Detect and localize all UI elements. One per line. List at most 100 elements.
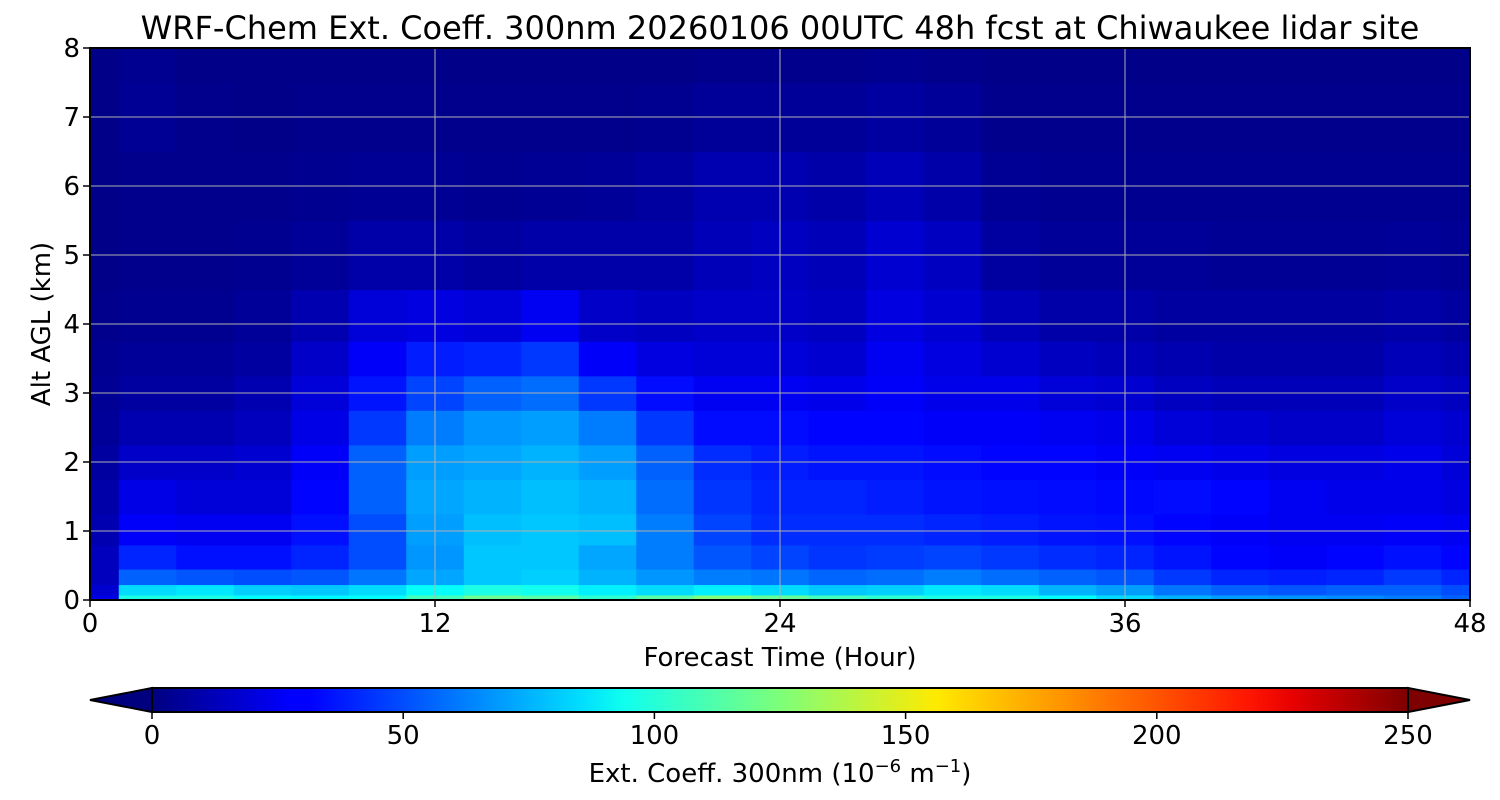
heatmap-cell (291, 544, 350, 570)
colorbar-label-exponent-2: −1 (935, 756, 962, 777)
heatmap-cell (578, 568, 637, 586)
heatmap-cell (1441, 48, 1470, 84)
heatmap-cell (291, 584, 350, 596)
colorbar-frame (151, 687, 1409, 713)
heatmap-cell (808, 479, 867, 515)
y-axis-ticks: 0 1 2 3 4 5 6 7 8 (63, 34, 90, 616)
y-tick-label: 6 (63, 172, 80, 202)
heatmap-cell (348, 584, 407, 596)
heatmap-cell (463, 48, 522, 84)
colorbar-gradient (152, 688, 1408, 712)
heatmap-cell (118, 289, 177, 342)
heatmap-cell (693, 48, 752, 84)
heatmap-cell (291, 48, 350, 84)
heatmap-cell (463, 594, 522, 600)
heatmap-cell (981, 568, 1040, 586)
heatmap-cell (463, 584, 522, 596)
heatmap-cell (291, 568, 350, 586)
heatmap-cell (90, 410, 120, 446)
heatmap-cell (578, 289, 637, 342)
heatmap-cell (578, 410, 637, 446)
heatmap-cell (176, 584, 235, 596)
heatmap-cell (923, 479, 982, 515)
heatmap-cell (923, 410, 982, 446)
heatmap-cell (808, 584, 867, 596)
heatmap-cell (693, 544, 752, 570)
heatmap-cell (636, 584, 695, 596)
heatmap-cell (1153, 513, 1212, 546)
heatmap-cell (636, 410, 695, 446)
heatmap-cell (1211, 594, 1270, 600)
heatmap-cell (1326, 289, 1385, 342)
heatmap-cell (866, 410, 925, 446)
colorbar-extend-high (1407, 686, 1471, 714)
heatmap-cell (1441, 289, 1470, 342)
heatmap-cell (90, 479, 120, 515)
heatmap-cell (348, 544, 407, 570)
heatmap-cell (348, 594, 407, 600)
heatmap-cell (176, 48, 235, 84)
heatmap-cell (1326, 479, 1385, 515)
heatmap-cell (90, 513, 120, 546)
heatmap-cell (1441, 513, 1470, 546)
colorbar: 0 50 100 150 200 250 Ext. Coeff. 300nm (10−6 … (89, 686, 1471, 789)
heatmap-cell (176, 513, 235, 546)
heatmap-cell (233, 479, 292, 515)
heatmap-cell (463, 341, 522, 377)
heatmap-cell (1441, 544, 1470, 570)
heatmap-cell (521, 544, 580, 570)
heatmap-cell (1153, 48, 1212, 84)
heatmap-cell (118, 513, 177, 546)
heatmap-cell (636, 289, 695, 342)
heatmap-cell (1383, 341, 1442, 377)
heatmap-cell (118, 584, 177, 596)
heatmap-cell (866, 479, 925, 515)
heatmap-cell (291, 594, 350, 600)
heatmap-cell (923, 341, 982, 377)
chart-title: WRF-Chem Ext. Coeff. 300nm 20260106 00UT… (141, 9, 1420, 47)
y-axis-label: Alt AGL (km) (27, 242, 57, 406)
heatmap-cell (463, 479, 522, 515)
x-axis-ticks: 0 12 24 36 48 (82, 600, 1487, 639)
heatmap-cell (1326, 584, 1385, 596)
heatmap-cell (578, 341, 637, 377)
heatmap-cell (866, 289, 925, 342)
x-tick-label: 0 (82, 609, 99, 639)
heatmap-cell (118, 48, 177, 84)
colorbar-label: Ext. Coeff. 300nm (10−6 m−1) (589, 756, 972, 789)
heatmap-cell (636, 48, 695, 84)
heatmap-cell (233, 594, 292, 600)
heatmap-cell (1268, 568, 1327, 586)
heatmap-cell (923, 544, 982, 570)
heatmap-cell (90, 568, 120, 586)
colorbar-tick-label: 0 (144, 721, 161, 751)
heatmap-cell (1326, 513, 1385, 546)
heatmap-cell (1153, 479, 1212, 515)
heatmap-cell (981, 410, 1040, 446)
heatmap-cell (1383, 479, 1442, 515)
heatmap-cell (118, 568, 177, 586)
y-tick-label: 5 (63, 241, 80, 271)
heatmap-cell (118, 410, 177, 446)
heatmap-cell (923, 568, 982, 586)
heatmap-cell (1268, 289, 1327, 342)
heatmap-cell (866, 48, 925, 84)
heatmap-cell (1153, 584, 1212, 596)
colorbar-tick-label: 50 (387, 721, 420, 751)
heatmap-cell (118, 341, 177, 377)
heatmap-cell (1038, 568, 1097, 586)
heatmap-cell (1326, 341, 1385, 377)
colorbar-tick-label: 150 (881, 721, 931, 751)
heatmap-cell (463, 568, 522, 586)
heatmap-cell (1441, 594, 1470, 600)
heatmap-cell (118, 594, 177, 600)
heatmap-cell (176, 289, 235, 342)
heatmap-cell (233, 341, 292, 377)
heatmap-cell (1038, 410, 1097, 446)
heatmap-cell (90, 584, 120, 596)
heatmap-cell (866, 544, 925, 570)
heatmap-cell (981, 48, 1040, 84)
heatmap-cell (1211, 479, 1270, 515)
heatmap-cell (1268, 584, 1327, 596)
